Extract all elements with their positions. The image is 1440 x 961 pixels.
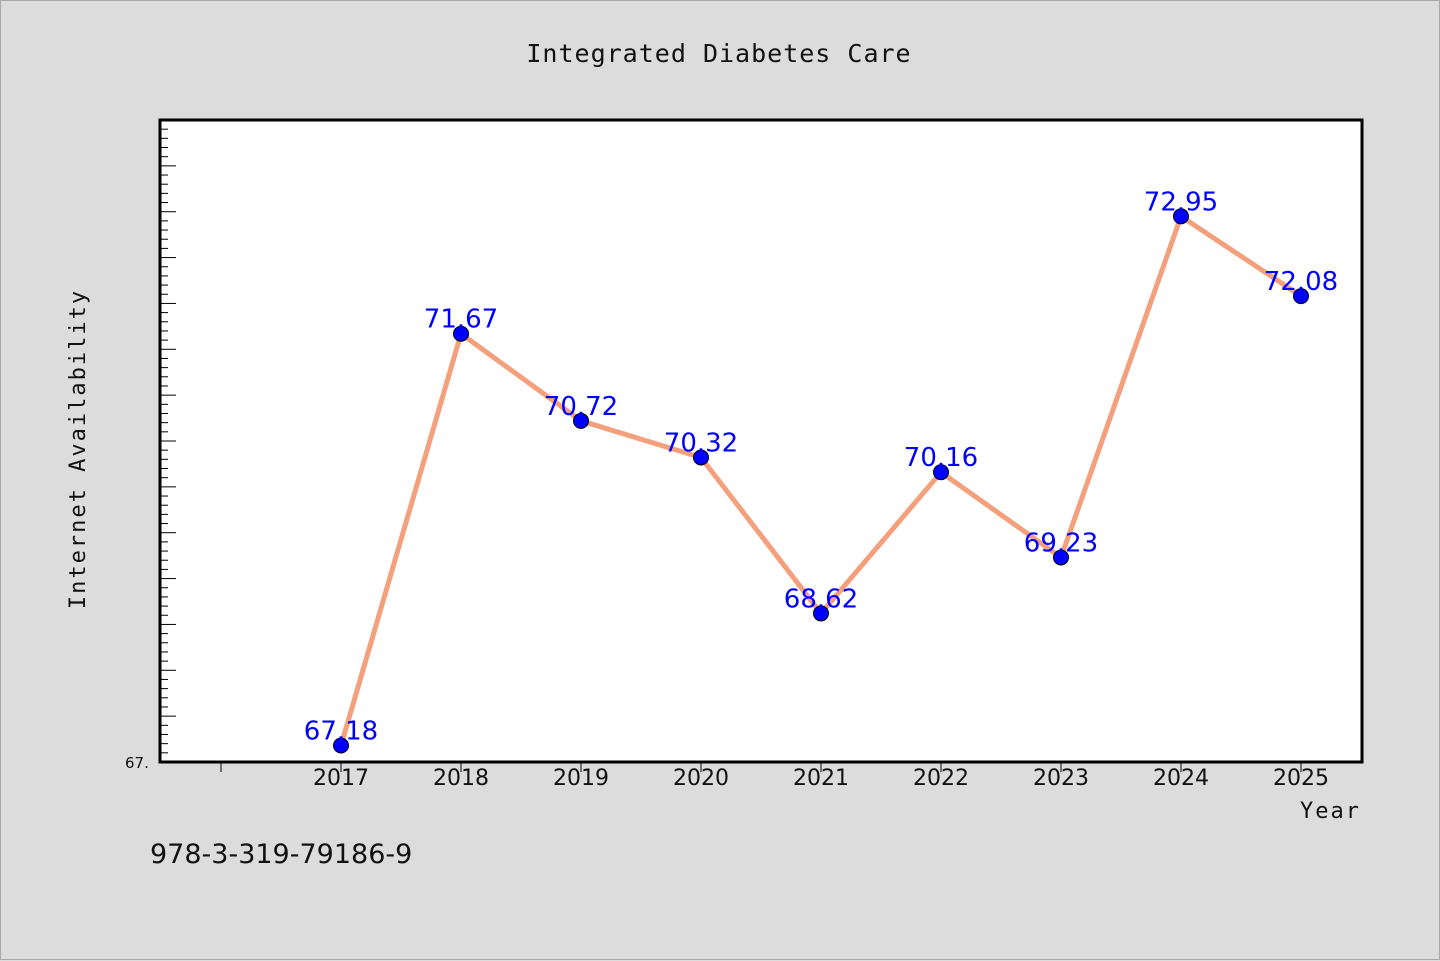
series-line-group bbox=[333, 208, 1309, 754]
x-tick-label: 2024 bbox=[1153, 766, 1209, 791]
data-label: 72.95 bbox=[1144, 187, 1218, 217]
data-point bbox=[333, 737, 349, 754]
x-tick-label: 2019 bbox=[553, 766, 609, 791]
data-point bbox=[453, 325, 469, 342]
x-tick-label: 2018 bbox=[433, 766, 489, 791]
data-point bbox=[813, 605, 829, 622]
data-point bbox=[1173, 208, 1189, 225]
data-label: 69.23 bbox=[1024, 528, 1098, 558]
x-axis-title: Year bbox=[1300, 799, 1361, 824]
y-axis-ticks bbox=[160, 128, 176, 754]
data-label: 68.62 bbox=[784, 584, 858, 614]
data-point bbox=[1053, 549, 1069, 566]
x-tick-label: 2017 bbox=[313, 766, 369, 791]
data-labels-group: 67.18 71.67 70.72 70.32 68.62 70.16 69.23 72.95… bbox=[304, 187, 1338, 746]
data-label: 71.67 bbox=[424, 305, 498, 335]
x-tick-label: 2021 bbox=[793, 766, 849, 791]
data-label: 70.72 bbox=[544, 392, 618, 422]
x-tick-label: 2025 bbox=[1273, 766, 1329, 791]
footer-id: 978-3-319-79186-9 bbox=[150, 839, 412, 870]
y-axis-title: Internet Availability bbox=[66, 289, 91, 609]
data-label: 70.16 bbox=[904, 443, 978, 473]
x-axis-ticks: 2017 2018 2019 2020 2021 2022 2023 2024 2025 bbox=[220, 762, 1329, 791]
plot-area bbox=[158, 118, 1364, 764]
x-tick-label: 2022 bbox=[913, 766, 969, 791]
y-tick-label: 67. bbox=[125, 754, 149, 772]
x-tick-label: 2023 bbox=[1033, 766, 1089, 791]
data-point bbox=[693, 449, 709, 466]
data-point bbox=[1293, 288, 1309, 305]
data-label: 72.08 bbox=[1264, 267, 1338, 297]
data-label: 70.32 bbox=[664, 429, 738, 459]
data-point bbox=[573, 412, 589, 429]
x-tick-label: 2020 bbox=[673, 766, 729, 791]
data-label: 67.18 bbox=[304, 716, 378, 746]
data-point bbox=[933, 464, 949, 481]
chart-title: Integrated Diabetes Care bbox=[526, 39, 911, 68]
